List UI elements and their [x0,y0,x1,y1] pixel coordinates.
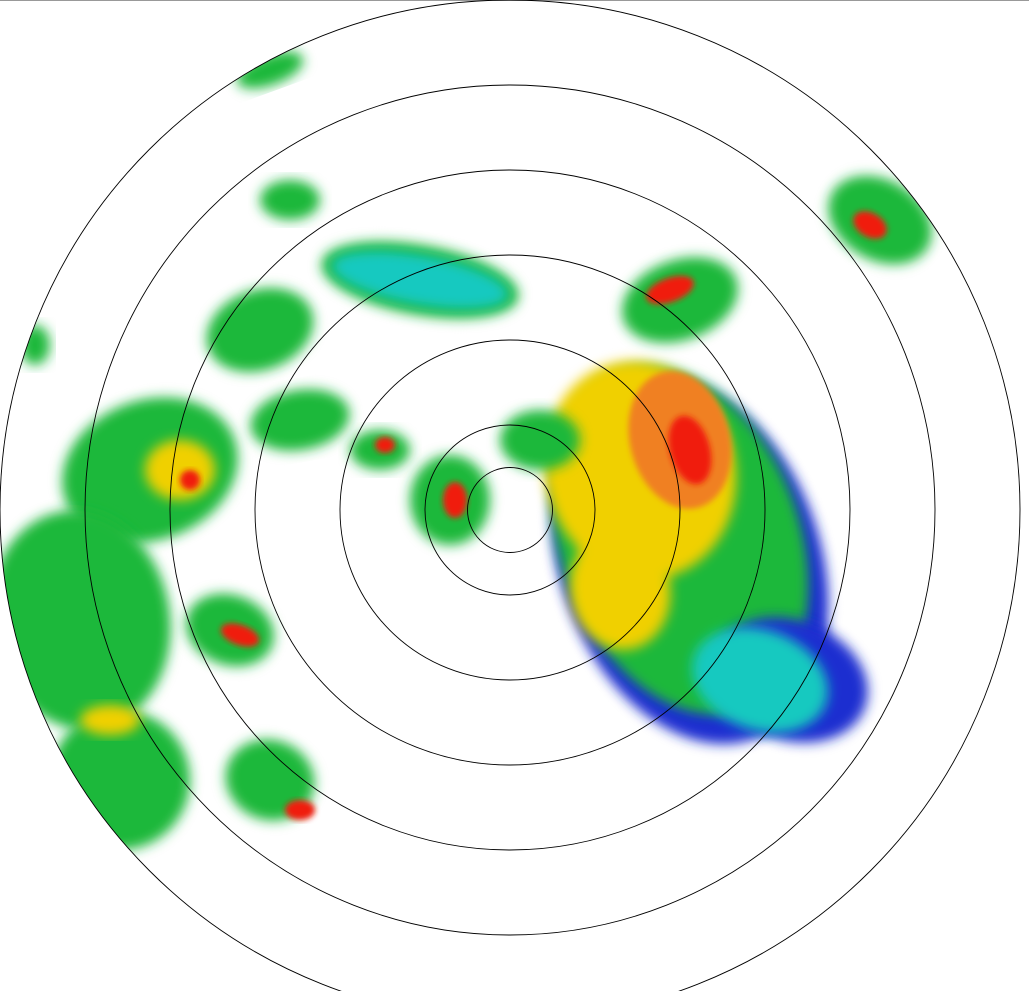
echo-cell [236,51,304,89]
echo-cell [569,530,671,650]
range-ring-2 [424,424,596,596]
echo-cell [206,287,314,373]
echo-cell [260,180,320,220]
echo-cell [285,800,315,820]
echo-cell [220,623,260,647]
echo-cell [225,739,315,821]
echo-cell [80,705,140,735]
echo-cell [331,250,509,310]
range-ring-1 [467,467,553,553]
echo-cell [443,482,467,518]
precipitation-echoes [0,51,932,850]
echo-cell [145,440,215,500]
range-ring-3 [339,339,681,681]
echo-cell [250,389,350,451]
top-border [0,0,1029,1]
echo-cell [621,257,739,343]
echo-cell [375,437,395,453]
echo-cell [668,415,712,485]
range-ring-6 [84,84,936,936]
echo-cell [500,410,580,470]
echo-cell [20,325,50,365]
echo-cell [0,510,171,730]
echo-cell [853,211,887,239]
range-ring-4 [254,254,766,766]
echo-cell [180,470,200,490]
echo-cell [646,275,694,305]
range-ring-5 [169,169,851,851]
echo-cell [692,627,828,733]
